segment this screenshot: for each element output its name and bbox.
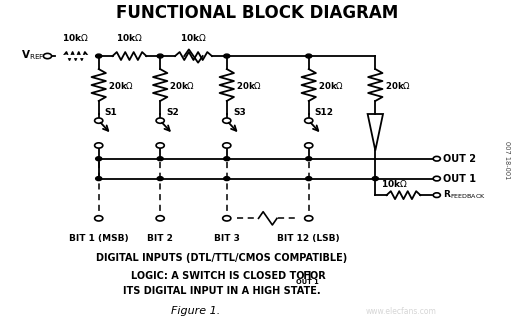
Text: BIT 3: BIT 3	[214, 234, 239, 243]
Text: OUT 1: OUT 1	[296, 279, 319, 285]
Circle shape	[95, 118, 103, 123]
Text: FUNCTIONAL BLOCK DIAGRAM: FUNCTIONAL BLOCK DIAGRAM	[116, 4, 399, 22]
Circle shape	[305, 143, 313, 148]
Text: OUT 1: OUT 1	[443, 174, 476, 184]
Text: S12: S12	[315, 108, 334, 117]
Text: DIGITAL INPUTS (DTL/TTL/CMOS COMPATIBLE): DIGITAL INPUTS (DTL/TTL/CMOS COMPATIBLE)	[96, 253, 347, 263]
Circle shape	[305, 177, 312, 181]
Circle shape	[224, 177, 230, 181]
Circle shape	[222, 143, 231, 148]
Circle shape	[433, 176, 440, 181]
Circle shape	[222, 118, 231, 123]
Text: ITS DIGITAL INPUT IN A HIGH STATE.: ITS DIGITAL INPUT IN A HIGH STATE.	[123, 286, 320, 296]
Circle shape	[157, 54, 163, 58]
Text: 10k$\Omega$: 10k$\Omega$	[382, 178, 408, 189]
Text: 10k$\Omega$: 10k$\Omega$	[116, 32, 143, 43]
Text: 20k$\Omega$: 20k$\Omega$	[385, 79, 410, 91]
Circle shape	[372, 177, 379, 181]
Text: FOR: FOR	[300, 271, 325, 281]
Circle shape	[305, 118, 313, 123]
Text: 20k$\Omega$: 20k$\Omega$	[236, 79, 262, 91]
Circle shape	[156, 118, 164, 123]
Circle shape	[157, 157, 163, 161]
Text: LOGIC: A SWITCH IS CLOSED TO I: LOGIC: A SWITCH IS CLOSED TO I	[131, 271, 312, 281]
Circle shape	[433, 156, 440, 161]
Circle shape	[222, 216, 231, 221]
Circle shape	[305, 54, 312, 58]
Text: S2: S2	[166, 108, 179, 117]
Text: Figure 1.: Figure 1.	[171, 306, 220, 316]
Text: 20k$\Omega$: 20k$\Omega$	[108, 79, 134, 91]
Text: 007 18-001: 007 18-001	[505, 141, 510, 179]
Text: 20k$\Omega$: 20k$\Omega$	[318, 79, 344, 91]
Text: BIT 2: BIT 2	[147, 234, 173, 243]
Text: 20k$\Omega$: 20k$\Omega$	[169, 79, 195, 91]
Circle shape	[95, 143, 103, 148]
Text: 10k$\Omega$: 10k$\Omega$	[62, 32, 89, 43]
Circle shape	[156, 216, 164, 221]
Text: S1: S1	[105, 108, 117, 117]
Text: 10k$\Omega$: 10k$\Omega$	[180, 32, 207, 43]
Text: BIT 1 (MSB): BIT 1 (MSB)	[69, 234, 129, 243]
Text: R$_{\rm FEEDBACK}$: R$_{\rm FEEDBACK}$	[443, 189, 486, 201]
Circle shape	[96, 157, 102, 161]
Text: www.elecfans.com: www.elecfans.com	[366, 307, 436, 316]
Circle shape	[156, 143, 164, 148]
Circle shape	[95, 216, 103, 221]
Circle shape	[224, 54, 230, 58]
Text: OUT 2: OUT 2	[443, 154, 476, 164]
Circle shape	[43, 53, 52, 59]
Text: BIT 12 (LSB): BIT 12 (LSB)	[278, 234, 340, 243]
Text: S3: S3	[233, 108, 246, 117]
Circle shape	[96, 177, 102, 181]
Circle shape	[96, 54, 102, 58]
Circle shape	[224, 157, 230, 161]
Circle shape	[433, 193, 440, 197]
Circle shape	[305, 216, 313, 221]
Circle shape	[157, 177, 163, 181]
Circle shape	[305, 157, 312, 161]
Text: V$_{\rm REF}$: V$_{\rm REF}$	[22, 48, 45, 62]
